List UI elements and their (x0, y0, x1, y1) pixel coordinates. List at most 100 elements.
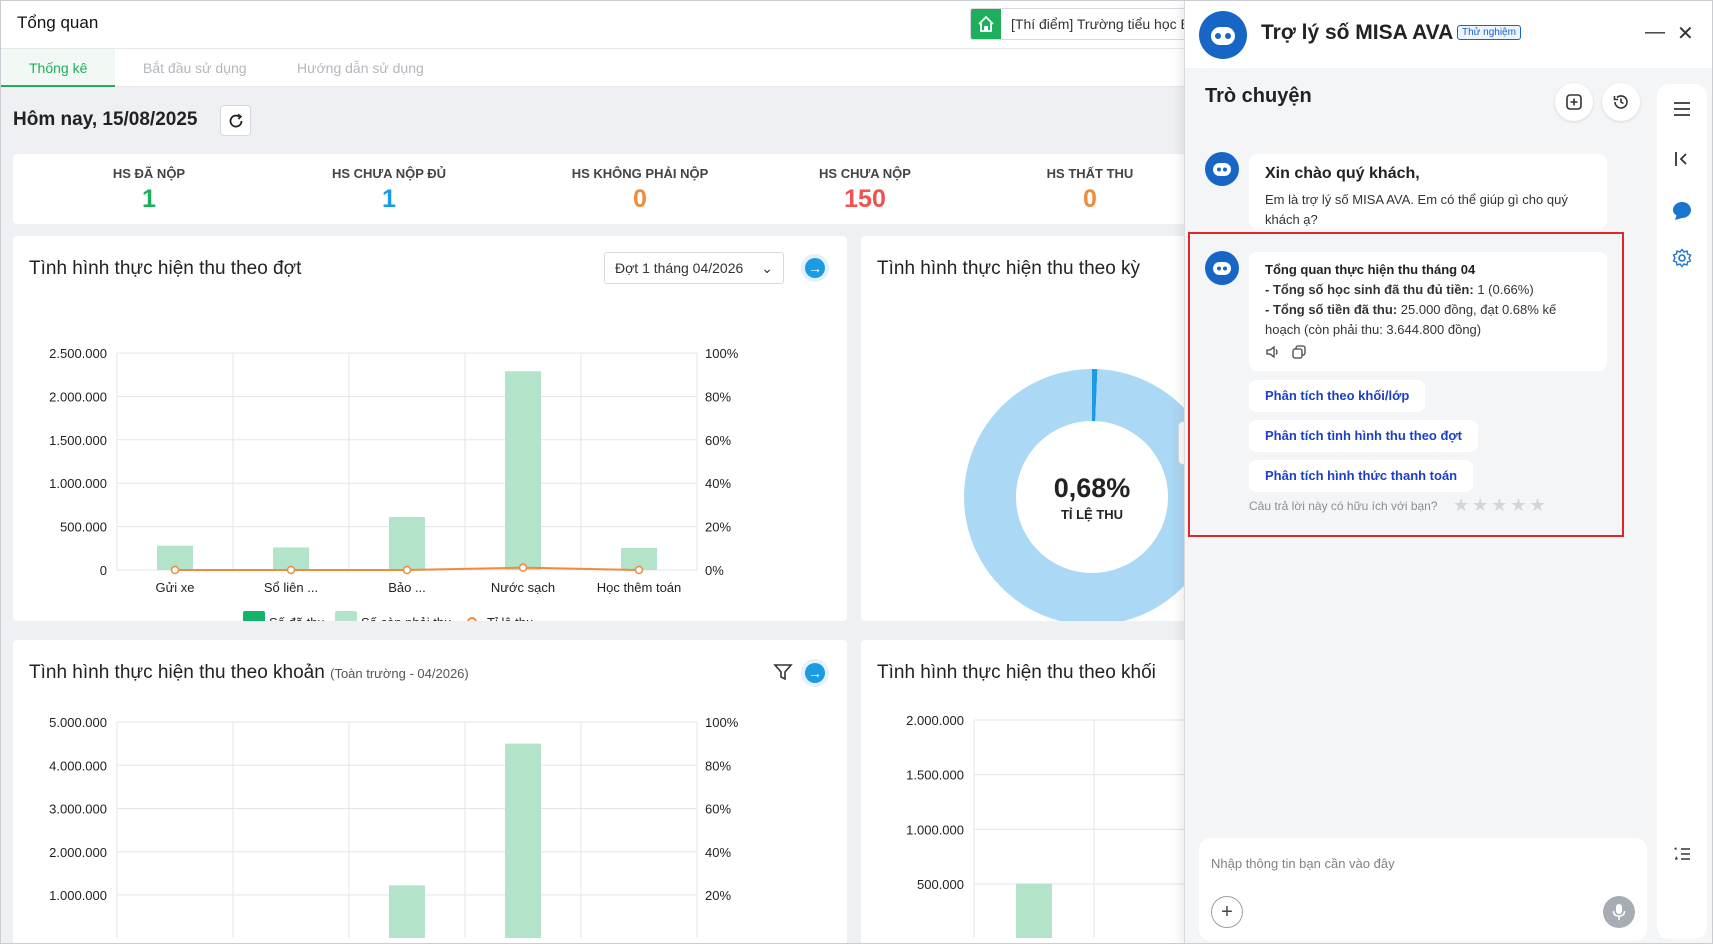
y2-tick-label: 80% (705, 758, 731, 773)
y-tick-label: 1.500.000 (906, 768, 964, 783)
chart-ky-donut: 0,68% TỈ LỆ THU (964, 369, 1201, 621)
legend-swatch-marker (467, 617, 477, 621)
assistant-header: Trợ lý số MISA AVA Thử nghiệm — ✕ (1185, 1, 1712, 68)
stat-that-thu: HS THẤT THU 0 (990, 166, 1190, 214)
summary-title: Tổng quan thực hiện thu tháng 04 (1265, 262, 1476, 277)
settings-button[interactable] (1670, 246, 1694, 270)
copy-icon (1292, 345, 1306, 359)
menu-button[interactable] (1670, 97, 1694, 121)
chat-button[interactable] (1670, 199, 1694, 223)
greeting-message: Xin chào quý khách, Em là trợ lý số MISA… (1249, 154, 1607, 229)
y2-tick-label: 20% (705, 520, 731, 535)
suggestion-theo-dot[interactable]: Phân tích tình hình thu theo đợt (1249, 420, 1478, 452)
dashboard-content: Hôm nay, 15/08/2025 HS ĐÃ NỘP 1 HS CHƯA … (1, 87, 1203, 943)
card-title: Tình hình thực hiện thu theo kỳ (877, 258, 1141, 279)
message-input[interactable]: Nhập thông tin bạn cần vào đây (1211, 856, 1395, 871)
y-tick-label: 2.000.000 (49, 845, 107, 860)
quick-action-button[interactable] (1670, 842, 1694, 866)
voice-button[interactable] (1603, 896, 1635, 928)
history-icon (1613, 95, 1628, 109)
filter-button[interactable] (773, 662, 793, 687)
rate-point (518, 563, 528, 572)
summary-line-1-label: - Tổng số học sinh đã thu đủ tiền: (1265, 282, 1474, 297)
chart-khoi: 2.000.000 1.500.000 1.000.000 500.000 (906, 713, 1201, 938)
y-tick-label: 500.000 (917, 877, 964, 892)
donut-label: TỈ LỆ THU (1061, 507, 1123, 522)
chat-bubble-icon (1673, 202, 1691, 220)
greeting-title: Xin chào quý khách, (1265, 165, 1420, 182)
tab-thong-ke[interactable]: Thống kê (1, 49, 116, 87)
card-title: Tình hình thực hiện thu theo khoản (Toàn… (29, 662, 469, 684)
refresh-button[interactable] (220, 105, 251, 136)
period-dropdown[interactable]: Đợt 1 tháng 04/2026 ⌄ (604, 252, 784, 284)
speaker-button[interactable] (1265, 344, 1281, 366)
stat-value: 0 (1083, 185, 1097, 213)
y-tick-label: 500.000 (60, 520, 107, 535)
card-title-text: Tình hình thực hiện thu theo khoản (29, 662, 325, 683)
page-title: Tổng quan (17, 13, 99, 32)
x-tick-label: Học thêm toán (597, 580, 682, 595)
attach-button[interactable]: + (1211, 896, 1243, 928)
stat-label: HS ĐÃ NỘP (112, 166, 186, 181)
arrow-right-icon: → (805, 663, 825, 683)
school-selector[interactable]: [Thí điểm] Trường tiểu học E (970, 8, 1210, 40)
copy-button[interactable] (1291, 344, 1307, 366)
stat-label: HS CHƯA NỘP (819, 166, 911, 181)
assistant-panel: Trợ lý số MISA AVA Thử nghiệm — ✕ Trò ch… (1184, 1, 1712, 943)
y-tick-label: 2.500.000 (49, 346, 107, 361)
rating-stars[interactable]: ★★★★★ (1453, 495, 1549, 515)
summary-line-1-value: 1 (0.66%) (1473, 282, 1534, 297)
y2-tick-label: 60% (705, 433, 731, 448)
y-tick-label: 1.000.000 (49, 888, 107, 903)
summary-line-2: - Tổng số tiền đã thu: 25.000 đồng, đạt … (1265, 300, 1591, 340)
card-title: Tình hình thực hiện thu theo khối (877, 662, 1156, 683)
card-thu-theo-dot: Tình hình thực hiện thu theo đợt Đợt 1 t… (13, 236, 847, 621)
conversation-title: Trò chuyện (1205, 85, 1312, 107)
bot-avatar (1205, 152, 1239, 186)
tab-bar: Thống kê Bắt đầu sử dụng Hướng dẫn sử dụ… (1, 49, 1191, 87)
history-button[interactable] (1602, 83, 1640, 121)
legend-label: Số đã thu (269, 615, 325, 621)
school-name: [Thí điểm] Trường tiểu học E (1011, 16, 1190, 32)
highlight-box (1188, 232, 1624, 537)
menu-icon (1674, 102, 1690, 116)
sparkle-list-icon (1674, 847, 1690, 860)
period-dropdown-value: Đợt 1 tháng 04/2026 (615, 260, 744, 276)
arrow-right-icon: → (805, 258, 825, 278)
bot-avatar (1205, 251, 1239, 285)
stat-value: 1 (142, 185, 156, 213)
stat-chua-nop-du: HS CHƯA NỘP ĐỦ 1 (289, 166, 489, 214)
donut-value: 0,68% (1054, 473, 1131, 503)
greeting-body: Em là trợ lý số MISA AVA. Em có thể giúp… (1265, 192, 1568, 227)
y-tick-label: 1.500.000 (49, 433, 107, 448)
navigate-button[interactable]: → (801, 659, 829, 687)
beta-badge: Thử nghiệm (1457, 25, 1521, 40)
y2-tick-label: 40% (705, 476, 731, 491)
navigate-button[interactable]: → (801, 254, 829, 282)
stat-value: 150 (844, 185, 886, 213)
close-button[interactable]: ✕ (1677, 21, 1694, 46)
card-subtitle: (Toàn trường - 04/2026) (330, 666, 469, 681)
assistant-title: Trợ lý số MISA AVA (1261, 21, 1454, 44)
y2-tick-label: 0% (705, 563, 724, 578)
y2-tick-label: 20% (705, 888, 731, 903)
stat-value: 0 (633, 185, 647, 213)
y-tick-label: 1.000.000 (49, 476, 107, 491)
filter-icon (773, 664, 793, 681)
chevron-down-icon: ⌄ (761, 260, 773, 276)
suggestion-thanh-toan[interactable]: Phân tích hình thức thanh toán (1249, 460, 1474, 492)
new-chat-button[interactable] (1555, 83, 1593, 121)
x-tick-label: Nước sạch (491, 580, 555, 595)
card-thu-theo-khoan: Tình hình thực hiện thu theo khoản (Toàn… (13, 640, 847, 943)
stat-khong-phai-nop: HS KHÔNG PHẢI NỘP 0 (540, 166, 740, 214)
chat-composer[interactable]: Nhập thông tin bạn cần vào đây + (1199, 838, 1647, 941)
suggestion-khoi-lop[interactable]: Phân tích theo khối/lớp (1249, 380, 1426, 412)
tab-bat-dau[interactable]: Bắt đầu sử dụng (143, 60, 247, 76)
summary-message: Tổng quan thực hiện thu tháng 04 - Tổng … (1249, 252, 1607, 371)
collapse-button[interactable] (1670, 147, 1694, 171)
tab-huong-dan[interactable]: Hướng dẫn sử dụng (297, 60, 424, 76)
ava-logo-icon (1199, 11, 1247, 59)
minimize-button[interactable]: — (1645, 21, 1665, 43)
bar (1016, 883, 1052, 938)
x-tick-label: Sổ liên ... (264, 580, 318, 595)
